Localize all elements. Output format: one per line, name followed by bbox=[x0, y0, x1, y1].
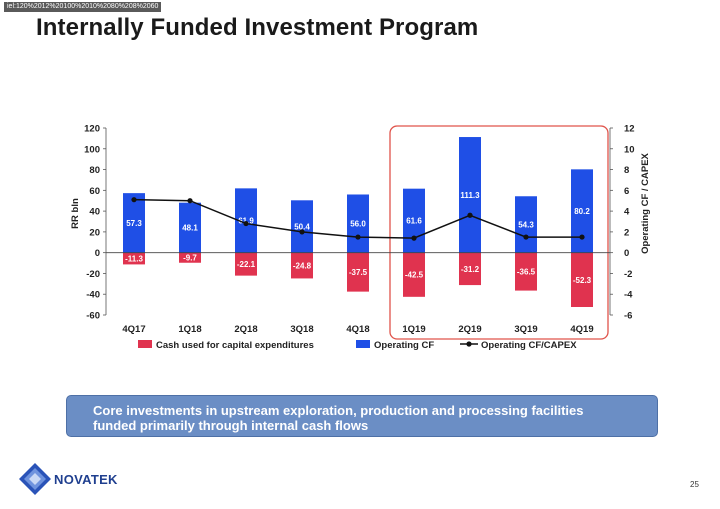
legend-ratio-label: Operating CF/CAPEX bbox=[481, 340, 577, 351]
operating-cf-bar bbox=[235, 188, 257, 253]
operating-cf-bar bbox=[571, 169, 593, 253]
capex-label: -52.3 bbox=[573, 276, 592, 285]
y2-tick-label: 6 bbox=[624, 186, 629, 197]
callout-line-1: Core investments in upstream exploration… bbox=[93, 403, 584, 418]
ratio-point bbox=[243, 220, 249, 227]
operating-cf-label: 50.4 bbox=[294, 222, 310, 231]
y-tick-label: -40 bbox=[86, 290, 100, 301]
x-tick-label: 4Q18 bbox=[346, 324, 369, 335]
ratio-point bbox=[299, 229, 305, 235]
y-tick-label: -60 bbox=[86, 311, 100, 322]
operating-cf-label: 61.6 bbox=[406, 217, 422, 226]
capex-bar bbox=[347, 252, 369, 292]
y2-tick-label: 2 bbox=[624, 227, 629, 238]
y2-tick-label: -2 bbox=[624, 269, 632, 280]
capex-bar bbox=[459, 252, 481, 286]
summary-callout: Core investments in upstream exploration… bbox=[66, 395, 658, 437]
legend-ratio-marker bbox=[466, 341, 472, 347]
ratio-point bbox=[411, 235, 417, 241]
operating-cf-bar bbox=[515, 196, 537, 253]
page-title: Internally Funded Investment Program bbox=[36, 14, 479, 41]
ratio-point bbox=[131, 197, 137, 203]
ratio-point bbox=[579, 234, 585, 240]
capex-bar bbox=[235, 252, 257, 276]
capex-label: -31.2 bbox=[461, 265, 480, 274]
y2-tick-label: 12 bbox=[624, 124, 635, 135]
capex-bar bbox=[123, 252, 145, 265]
capex-label: -37.5 bbox=[349, 268, 368, 277]
legend-ocf-label: Operating CF bbox=[374, 340, 434, 351]
operating-cf-label: 57.3 bbox=[126, 219, 142, 228]
y-tick-label: 40 bbox=[89, 207, 100, 218]
capex-bar bbox=[515, 252, 537, 291]
y-tick-label: 120 bbox=[84, 124, 100, 135]
y2-tick-label: 10 bbox=[624, 144, 635, 155]
capex-bar bbox=[291, 252, 313, 279]
novatek-logo-icon bbox=[19, 463, 51, 495]
capex-bar bbox=[571, 252, 593, 308]
ratio-point bbox=[467, 212, 473, 218]
capex-label: -36.5 bbox=[517, 268, 536, 277]
legend-ocf-swatch bbox=[356, 340, 370, 348]
callout-line-2: funded primarily through internal cash f… bbox=[93, 418, 369, 433]
investment-chart: 57.3-11.348.1-9.761.9-22.150.4-24.856.0-… bbox=[70, 124, 651, 352]
page-number: 25 bbox=[690, 480, 699, 489]
y-axis-title: RR bln bbox=[70, 198, 81, 229]
operating-cf-label: 56.0 bbox=[350, 220, 366, 229]
x-tick-label: 3Q19 bbox=[514, 324, 537, 335]
operating-cf-label: 54.3 bbox=[518, 220, 534, 229]
ratio-point bbox=[355, 234, 361, 240]
x-tick-label: 4Q19 bbox=[570, 324, 593, 335]
ratio-point bbox=[187, 198, 193, 204]
operating-cf-bar bbox=[459, 137, 481, 253]
x-tick-label: 3Q18 bbox=[290, 324, 313, 335]
y2-tick-label: 4 bbox=[624, 207, 630, 218]
y2-tick-label: 8 bbox=[624, 165, 629, 176]
x-tick-label: 1Q18 bbox=[178, 324, 201, 335]
y2-tick-label: -4 bbox=[624, 290, 633, 301]
x-tick-label: 2Q19 bbox=[458, 324, 481, 335]
y-tick-label: 80 bbox=[89, 165, 100, 176]
capex-bar bbox=[179, 252, 201, 263]
highlight-box bbox=[389, 125, 609, 340]
legend-capex-label: Cash used for capital expenditures bbox=[156, 340, 314, 351]
x-tick-label: 2Q18 bbox=[234, 324, 257, 335]
y-tick-label: 20 bbox=[89, 227, 100, 238]
y-tick-label: 60 bbox=[89, 186, 100, 197]
y2-axis-title: Operating CF / CAPEX bbox=[640, 152, 651, 253]
capex-label: -11.3 bbox=[125, 255, 143, 264]
y2-tick-label: 0 bbox=[624, 248, 629, 259]
ratio-point bbox=[523, 234, 529, 240]
operating-cf-bar bbox=[291, 200, 313, 253]
capex-bar bbox=[403, 252, 425, 297]
operating-cf-label: 48.1 bbox=[182, 224, 198, 233]
y-tick-label: 100 bbox=[84, 144, 100, 155]
operating-cf-bar bbox=[347, 194, 369, 253]
capex-label: -9.7 bbox=[183, 254, 197, 263]
operating-cf-bar bbox=[123, 193, 145, 253]
brand-name: NOVATEK bbox=[54, 472, 118, 487]
operating-cf-label: 80.2 bbox=[574, 207, 590, 216]
operating-cf-bar bbox=[179, 202, 201, 253]
x-tick-label: 1Q19 bbox=[402, 324, 425, 335]
operating-cf-label: 111.3 bbox=[460, 191, 480, 200]
header-code: iel:120%2012%20100%2010%2080%208%2060 bbox=[4, 2, 162, 12]
capex-label: -24.8 bbox=[293, 262, 312, 271]
y2-tick-label: -6 bbox=[624, 311, 632, 322]
capex-label: -42.5 bbox=[405, 271, 424, 280]
y-tick-label: -20 bbox=[86, 269, 100, 280]
x-tick-label: 4Q17 bbox=[122, 324, 145, 335]
y-tick-label: 0 bbox=[95, 248, 100, 259]
capex-label: -22.1 bbox=[237, 260, 256, 269]
legend-capex-swatch bbox=[138, 340, 152, 348]
